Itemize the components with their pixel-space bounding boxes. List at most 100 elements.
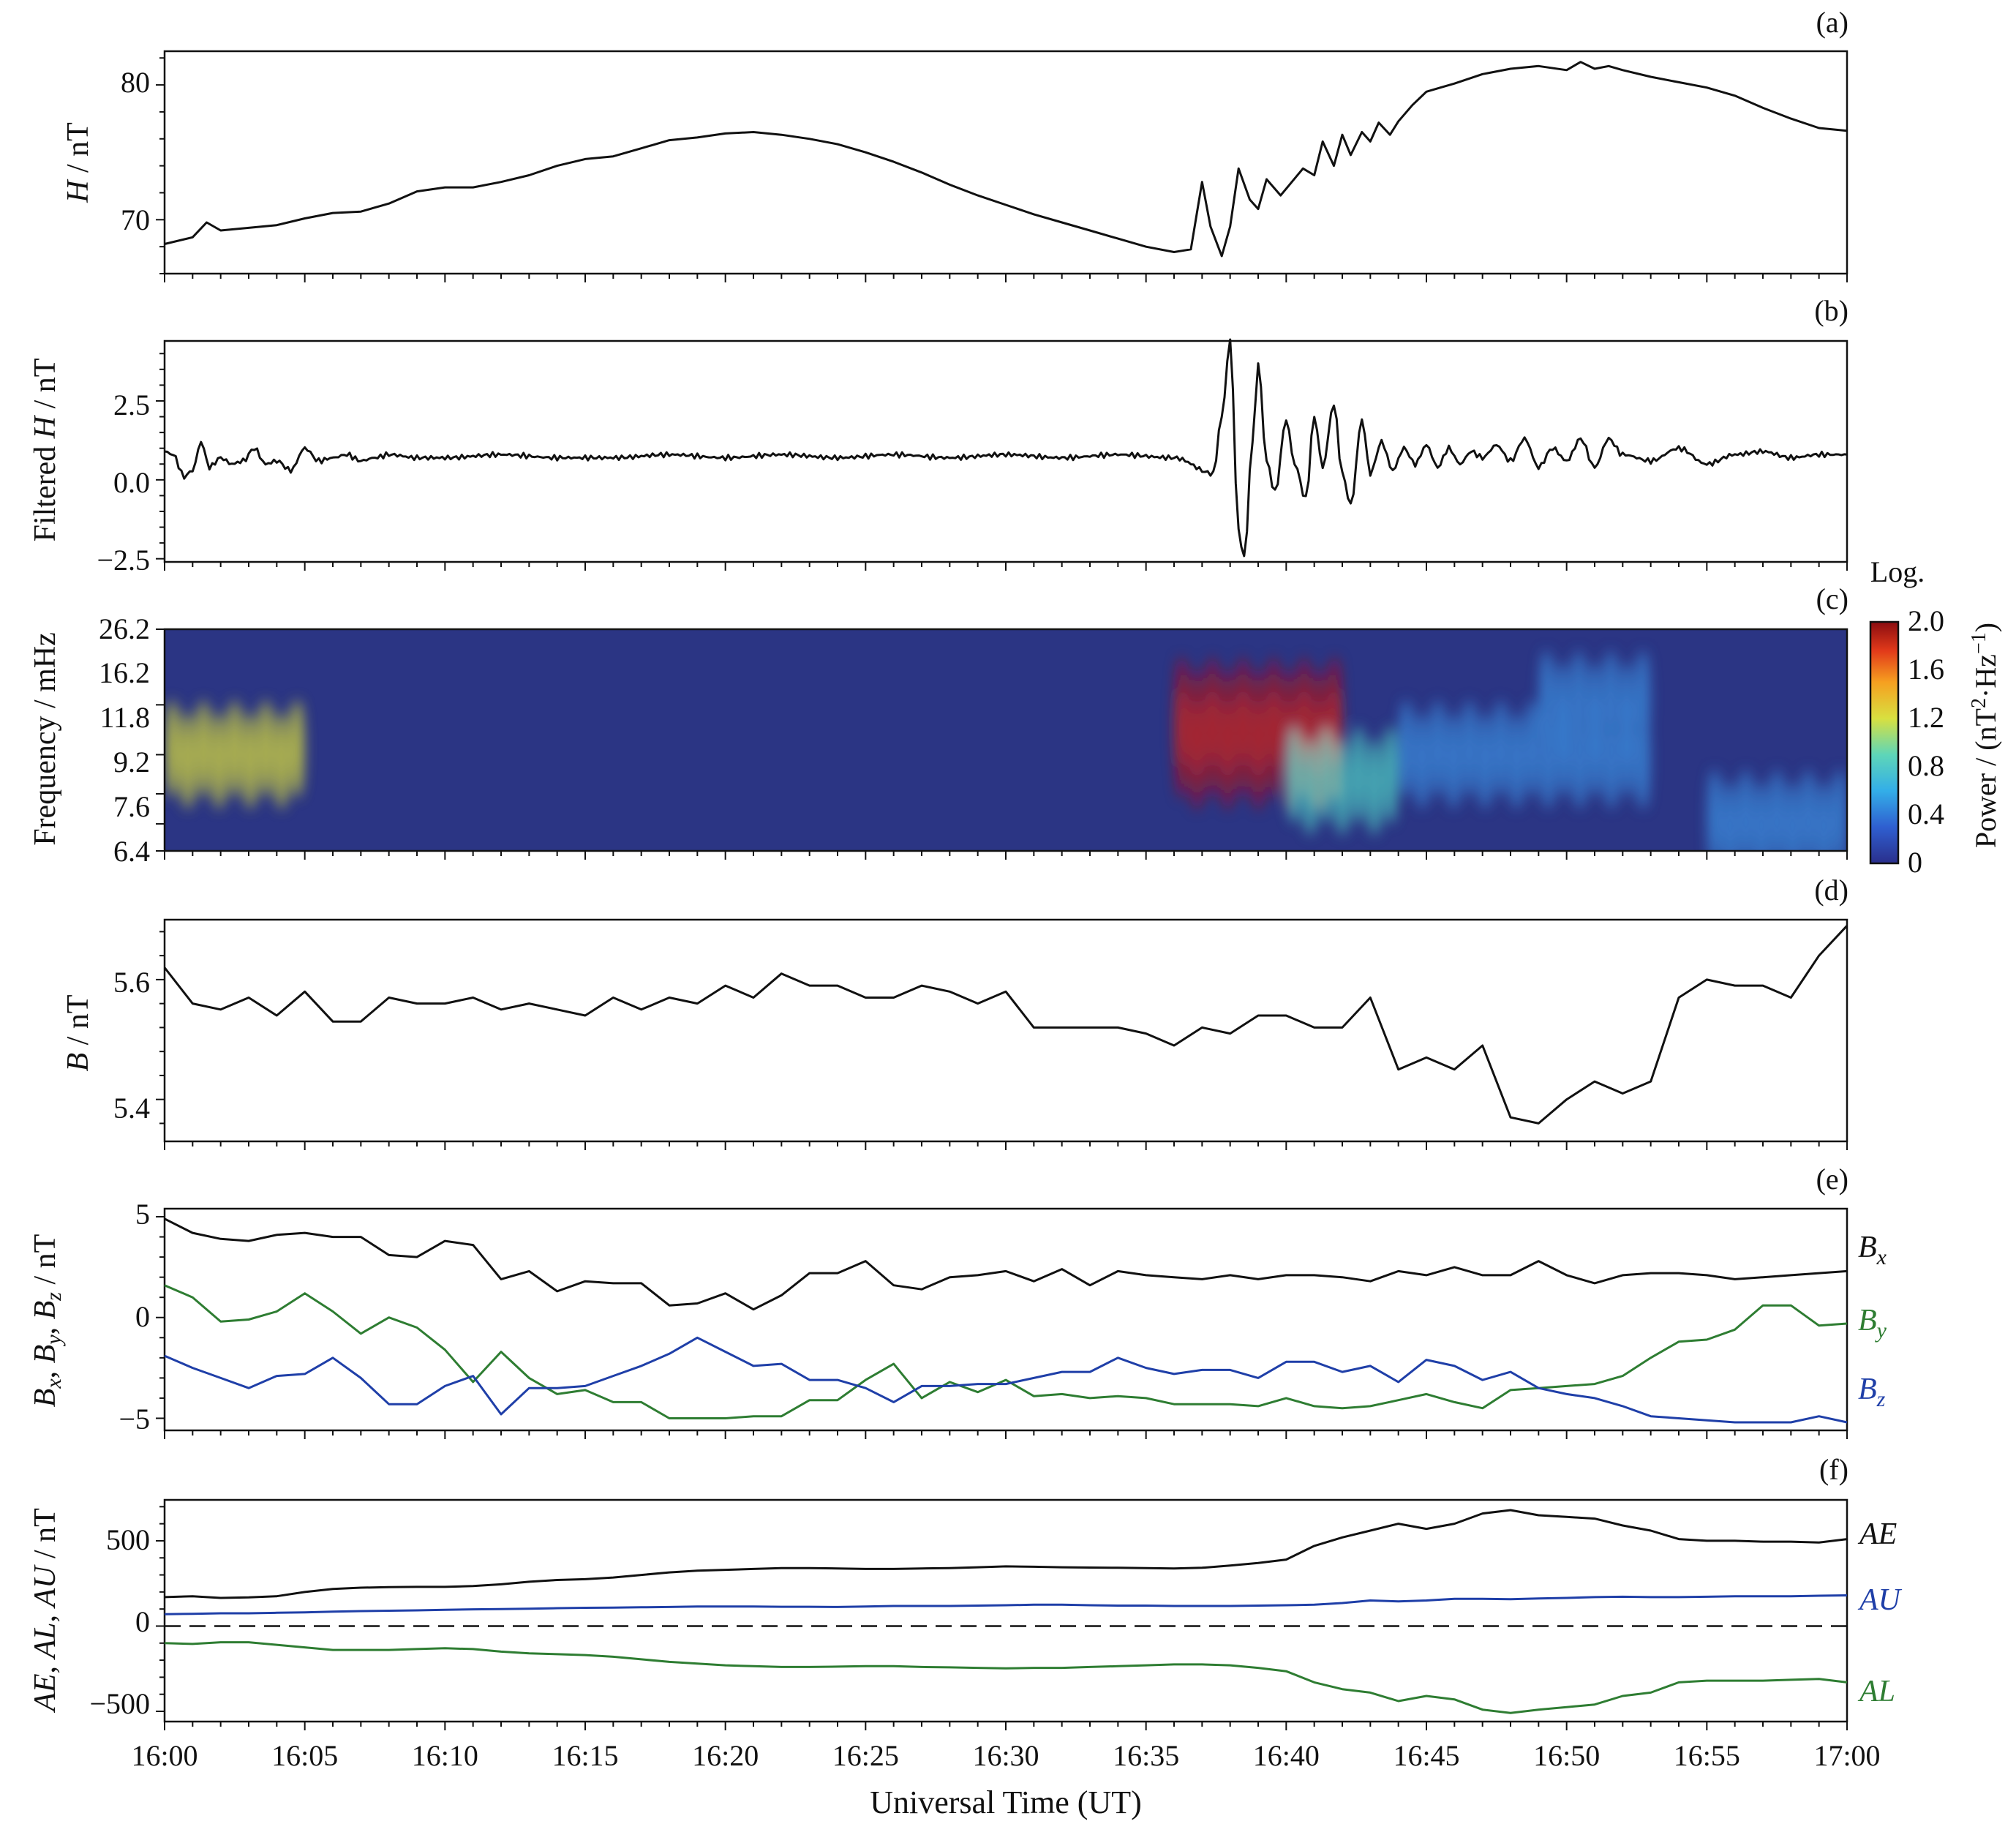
panel-f-xticks (156, 1506, 1848, 1730)
spectrogram-cell (1320, 726, 1333, 824)
x-tick-label: 16:20 (692, 1739, 759, 1772)
panel-f-ylabel: AE, AL, AU / nT (29, 1508, 62, 1714)
colorbar-label: Power / (nT2·Hz−1) (1968, 623, 2002, 848)
spectrogram-cell (1833, 769, 1846, 851)
panel-c-ytick-162: 16.2 (99, 656, 150, 689)
colorbar-tick-16: 1.6 (1908, 653, 1944, 686)
panel-a-h-line (164, 61, 1848, 258)
panel-c-ytick-118: 11.8 (99, 701, 150, 734)
panel-e-bx-line (164, 1217, 1848, 1311)
spectrogram-cell (1304, 738, 1317, 836)
panel-a-ylabel: H / nT (61, 122, 95, 203)
panel-b-ytick-25: 2.5 (113, 389, 150, 421)
panel-a-ytick-70: 70 (121, 203, 150, 236)
x-tick-label: 16:40 (1253, 1739, 1320, 1772)
spectrogram-cell (1526, 699, 1539, 798)
panel-d-xticks (156, 931, 1848, 1150)
spectrogram-cell (181, 711, 195, 810)
spectrogram-cell (1588, 661, 1601, 759)
spectrogram-cell (260, 699, 272, 798)
x-tick-label: 16:45 (1393, 1739, 1459, 1772)
spectrogram-peak (1331, 688, 1339, 767)
colorbar-tick-0: 0 (1908, 846, 1922, 879)
legend-au: AU (1857, 1583, 1903, 1617)
spectrogram-cell (1540, 650, 1553, 748)
x-tick-label: 16:05 (271, 1739, 338, 1772)
spectrogram-cell (290, 699, 304, 798)
panel-e-yticks: −5 0 5 (119, 1198, 150, 1435)
panel-e-ytick-m5: −5 (119, 1403, 150, 1435)
colorbar-tick-20: 2.0 (1908, 604, 1944, 637)
panel-e-tag: (e) (1816, 1163, 1848, 1196)
legend-bz: Bz (1858, 1373, 1886, 1411)
panel-d-b-line (163, 925, 1848, 1125)
x-tick-label: 16:00 (131, 1739, 198, 1772)
spectrogram-cell (1817, 781, 1830, 851)
panel-c-ylabel: Frequency / mHz (29, 632, 62, 846)
colorbar-title: Log. (1870, 555, 1925, 588)
panel-b-filtered-h-line (164, 338, 1848, 558)
panel-d-yticks: 5.4 5.6 (113, 966, 150, 1125)
spectrogram-cell (213, 711, 225, 810)
panel-e-ytick-0: 0 (135, 1300, 150, 1333)
panel-e-ylabel: Bx, By, Bz / nT (29, 1234, 66, 1408)
panel-d-ytick-54: 5.4 (113, 1092, 150, 1125)
panel-f-ytick-500: 500 (106, 1523, 150, 1556)
panel-f: (f) AE, AL, AU / nT −500 0 500 AE AU AL (29, 1453, 1903, 1730)
panel-f-tag: (f) (1819, 1453, 1848, 1486)
x-tick-labels: 16:00 16:05 16:10 16:15 16:20 16:25 16:30 16:35… (131, 1739, 1880, 1772)
panel-a-xticks (156, 57, 1848, 282)
panel-c-ytick-64: 6.4 (113, 835, 150, 868)
x-tick-label: 16:55 (1674, 1739, 1740, 1772)
spectrogram-peak (1193, 700, 1200, 778)
panel-e-by-line (164, 1284, 1848, 1419)
x-tick-label: 16:25 (832, 1739, 899, 1772)
spectrogram-peak (1224, 700, 1231, 778)
panel-a-frame (163, 50, 1848, 275)
colorbar-tick-08: 0.8 (1908, 749, 1944, 782)
panel-d-tag: (d) (1814, 874, 1848, 907)
panel-a: (a) H / nT 70 80 (61, 6, 1848, 282)
x-tick-label: 16:10 (412, 1739, 478, 1772)
spectrogram-cell (197, 699, 210, 798)
spectrogram-cell (1755, 781, 1768, 851)
x-tick-label: 16:35 (1113, 1739, 1179, 1772)
spectrogram-cell (244, 711, 257, 810)
spectrogram-cell (1336, 738, 1349, 836)
spectrogram-cell (1802, 769, 1815, 851)
spectrogram-cell (1770, 769, 1783, 851)
spectrogram-cell (1636, 650, 1650, 748)
panel-e-ytick-5: 5 (135, 1198, 150, 1231)
panel-a-tag: (a) (1816, 6, 1848, 39)
x-tick-label: 16:50 (1533, 1739, 1600, 1772)
panel-e: (e) Bx, By, Bz / nT −5 0 5 Bx By Bz (29, 1163, 1887, 1439)
spectrogram-cell (1478, 711, 1492, 810)
spectrogram-cell (1494, 699, 1508, 798)
colorbar: Log. 0 0.4 0.8 1.2 1.6 2.0 Power / (nT2·… (1869, 555, 2002, 879)
panel-b: (b) Filtered H / nT −2.5 0.0 2.5 (29, 294, 1848, 577)
legend-by: By (1858, 1304, 1887, 1343)
panel-f-al-line (164, 1641, 1848, 1714)
panel-a-ytick-80: 80 (121, 66, 150, 99)
spectrogram-cell (1511, 711, 1523, 810)
panel-c-yticks: 6.4 7.6 9.2 11.8 16.2 26.2 (99, 612, 150, 868)
spectrogram-cell (1287, 726, 1301, 824)
panel-f-ytick-m500: −500 (89, 1687, 150, 1720)
spectrogram-cell (1384, 726, 1397, 824)
panel-b-ytick-0: 0.0 (113, 466, 150, 499)
x-tick-label: 17:00 (1813, 1739, 1880, 1772)
panel-c-spectrogram (166, 650, 1846, 851)
legend-ae: AE (1857, 1517, 1897, 1551)
spectrogram-cell (1432, 699, 1444, 798)
panel-a-yticks: 70 80 (121, 66, 150, 236)
spectrogram-cell (1739, 769, 1752, 851)
panel-e-xticks (156, 1216, 1848, 1439)
panel-c-ytick-92: 9.2 (113, 746, 150, 778)
spectrogram-cell (1620, 661, 1633, 759)
spectrogram-cell (1400, 699, 1413, 798)
panel-c-ytick-262: 26.2 (99, 612, 150, 645)
panel-f-ae-line (164, 1509, 1848, 1599)
panel-d: (d) B / nT 5.4 5.6 (61, 874, 1848, 1150)
spectrogram-cell (1352, 726, 1365, 824)
